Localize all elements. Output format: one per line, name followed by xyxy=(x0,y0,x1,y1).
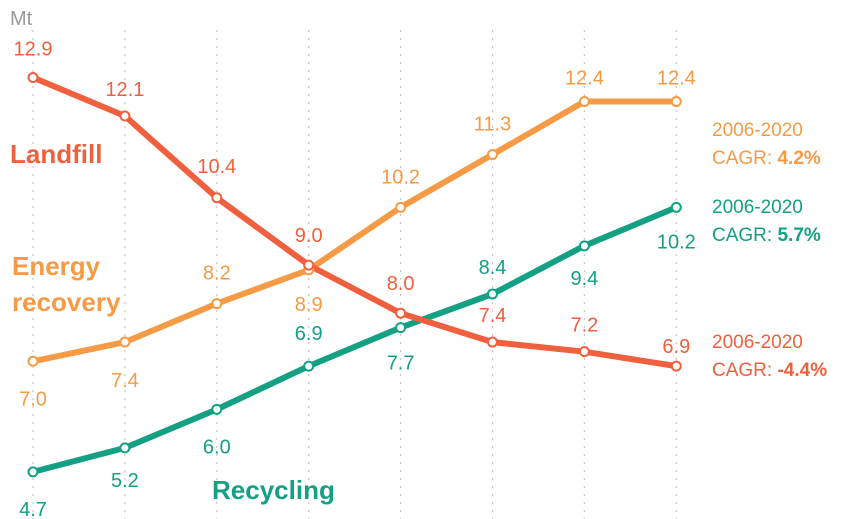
cagr-value: 4.2% xyxy=(777,148,821,169)
value-label-energy: 7.4 xyxy=(111,370,139,392)
value-label-recycling: 6.9 xyxy=(295,323,323,345)
data-point-recycling xyxy=(119,442,131,454)
series-name-recycling: Recycling xyxy=(212,472,335,508)
data-point-recycling xyxy=(578,240,590,252)
value-label-recycling: 6.0 xyxy=(203,436,231,458)
value-labels: 4.7 5.2 6.0 6.9 7.7 8.4 9.4 10.2 7.0 7.4 8.2 8.9 10.… xyxy=(14,39,696,519)
value-label-recycling: 10.2 xyxy=(657,231,696,253)
value-label-energy: 8.2 xyxy=(203,263,231,285)
data-point-recycling xyxy=(303,360,315,372)
series-lines xyxy=(30,74,680,475)
data-point-landfill xyxy=(119,110,131,122)
cagr-note-recycling: 2006-2020 CAGR: 5.7% xyxy=(712,194,821,250)
value-label-recycling: 7.7 xyxy=(387,353,415,375)
data-point-recycling xyxy=(211,403,223,415)
value-label-landfill: 12.9 xyxy=(14,39,53,61)
value-label-recycling: 5.2 xyxy=(111,470,139,492)
value-label-energy: 10.2 xyxy=(381,166,420,188)
value-label-landfill: 9.0 xyxy=(295,225,323,247)
series-name-recycling-text: Recycling xyxy=(212,475,335,505)
value-label-landfill: 6.9 xyxy=(662,336,690,358)
value-label-energy: 12.4 xyxy=(565,68,604,90)
value-label-recycling: 9.4 xyxy=(570,268,598,290)
value-label-landfill: 7.2 xyxy=(570,315,598,337)
series-name-energy-line-2: recovery xyxy=(12,287,121,317)
data-point-energy xyxy=(395,201,407,213)
value-label-energy: 7.0 xyxy=(19,388,47,410)
value-label-energy: 11.3 xyxy=(474,113,511,135)
cagr-value: -4.4% xyxy=(777,360,828,381)
series-line-landfill xyxy=(30,74,680,370)
data-point-recycling xyxy=(670,201,682,213)
data-point-energy xyxy=(119,336,131,348)
data-point-energy xyxy=(670,96,682,108)
data-point-energy xyxy=(487,148,498,160)
data-point-recycling xyxy=(27,466,39,478)
series-name-energy-recovery: Energy recovery xyxy=(12,248,120,320)
cagr-label: CAGR: xyxy=(712,360,773,381)
data-point-recycling xyxy=(487,288,498,300)
data-point-landfill xyxy=(303,259,315,271)
series-name-landfill: Landfill xyxy=(10,136,102,172)
value-label-landfill: 10.4 xyxy=(197,156,236,178)
series-name-energy-line-1: Energy xyxy=(12,251,101,281)
value-label-landfill: 12.1 xyxy=(105,79,144,101)
cagr-value: 5.7% xyxy=(777,225,821,246)
data-point-energy xyxy=(27,355,39,367)
value-label-energy: 12.4 xyxy=(657,68,696,90)
data-point-landfill xyxy=(395,307,407,319)
data-point-energy xyxy=(211,298,223,310)
series-name-landfill-text: Landfill xyxy=(10,139,103,169)
cagr-period: 2006-2020 xyxy=(712,332,803,353)
cagr-note-energy-recovery: 2006-2020 CAGR: 4.2% xyxy=(712,117,821,173)
series-line-energy xyxy=(30,98,680,365)
cagr-label: CAGR: xyxy=(712,148,773,169)
data-point-energy xyxy=(578,96,590,108)
series-line-recycling xyxy=(30,204,680,475)
y-unit-label: Mt xyxy=(10,8,33,30)
cagr-period: 2006-2020 xyxy=(712,120,803,141)
value-label-energy: 8.9 xyxy=(295,294,323,316)
data-point-landfill xyxy=(211,192,223,204)
value-label-recycling: 8.4 xyxy=(479,257,507,279)
data-point-recycling xyxy=(395,322,407,334)
cagr-period: 2006-2020 xyxy=(712,197,803,218)
data-point-landfill xyxy=(670,360,682,372)
data-point-landfill xyxy=(27,72,39,83)
cagr-note-landfill: 2006-2020 CAGR: -4.4% xyxy=(712,329,827,385)
data-points xyxy=(27,72,682,478)
value-label-recycling: 4.7 xyxy=(19,499,47,519)
cagr-label: CAGR: xyxy=(712,225,773,246)
data-point-landfill xyxy=(578,346,590,358)
data-point-landfill xyxy=(487,336,498,348)
value-label-landfill: 8.0 xyxy=(387,273,415,295)
value-label-landfill: 7.4 xyxy=(479,305,507,327)
